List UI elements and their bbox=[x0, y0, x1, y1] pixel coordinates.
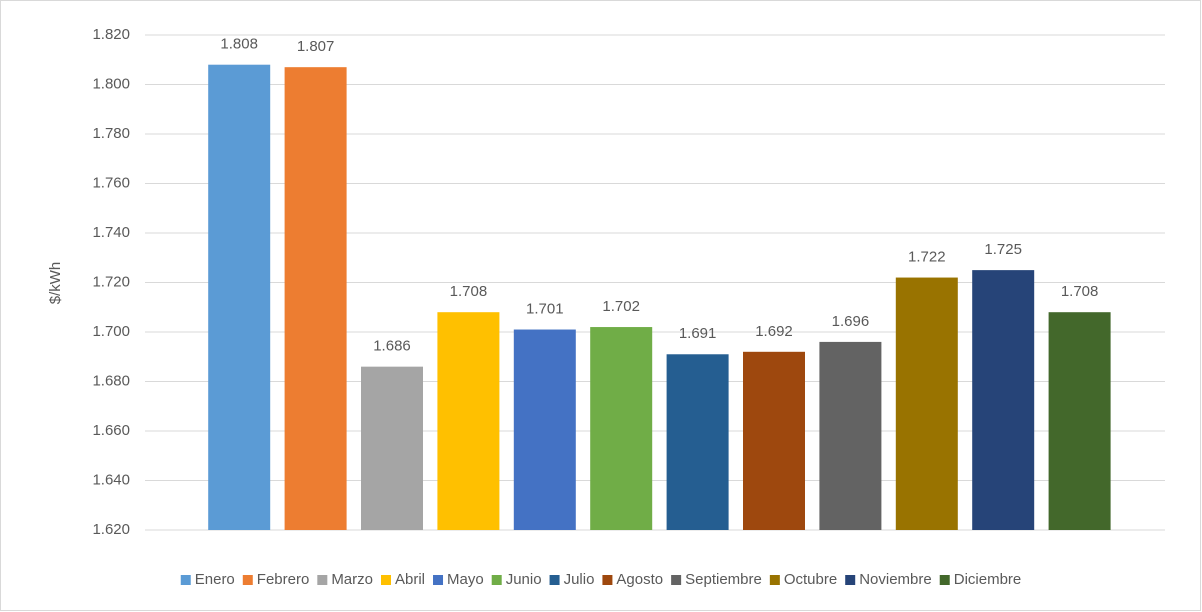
bar bbox=[590, 327, 653, 530]
legend-swatch bbox=[180, 575, 191, 585]
legend-label: Julio bbox=[564, 571, 595, 588]
data-label: 1.692 bbox=[755, 323, 793, 340]
y-tick-label: 1.700 bbox=[92, 323, 130, 340]
legend-swatch bbox=[381, 575, 391, 585]
bar bbox=[284, 67, 347, 531]
legend-label: Octubre bbox=[784, 571, 837, 588]
legend-label: Mayo bbox=[447, 571, 484, 588]
legend-label: Enero bbox=[195, 571, 235, 588]
legend-label: Febrero bbox=[257, 571, 310, 588]
data-label: 1.808 bbox=[220, 36, 258, 53]
y-tick-label: 1.820 bbox=[92, 26, 130, 43]
legend-swatch bbox=[549, 575, 560, 585]
legend-label: Marzo bbox=[331, 571, 373, 588]
bar bbox=[819, 341, 882, 530]
data-label: 1.708 bbox=[450, 283, 488, 300]
y-tick-label: 1.640 bbox=[92, 471, 130, 488]
legend-label: Diciembre bbox=[954, 571, 1022, 588]
legend-label: Junio bbox=[506, 571, 542, 588]
legend-swatch bbox=[602, 575, 613, 585]
data-label: 1.691 bbox=[679, 325, 717, 342]
bar bbox=[437, 312, 500, 530]
legend-label: Abril bbox=[395, 571, 425, 588]
bar bbox=[513, 329, 576, 530]
y-tick-label: 1.780 bbox=[92, 125, 130, 142]
legend-swatch bbox=[317, 575, 328, 585]
data-label: 1.725 bbox=[984, 241, 1022, 258]
bar bbox=[895, 277, 958, 530]
legend-swatch bbox=[433, 575, 444, 585]
legend-swatch bbox=[845, 575, 856, 585]
legend-label: Noviembre bbox=[859, 571, 932, 588]
data-label: 1.701 bbox=[526, 300, 564, 317]
y-tick-label: 1.720 bbox=[92, 273, 130, 290]
data-label: 1.807 bbox=[297, 38, 335, 55]
data-label: 1.708 bbox=[1061, 283, 1099, 300]
legend-swatch bbox=[242, 575, 253, 585]
legend-swatch bbox=[491, 575, 502, 585]
y-tick-label: 1.680 bbox=[92, 372, 130, 389]
data-label: 1.686 bbox=[373, 338, 411, 355]
legend-swatch bbox=[671, 575, 682, 585]
data-label: 1.722 bbox=[908, 249, 946, 266]
bar bbox=[972, 270, 1035, 530]
y-tick-label: 1.740 bbox=[92, 224, 130, 241]
y-tick-label: 1.660 bbox=[92, 422, 130, 439]
y-tick-label: 1.760 bbox=[92, 174, 130, 191]
legend-swatch bbox=[769, 575, 780, 585]
legend-swatch bbox=[939, 575, 950, 585]
y-axis-label: $/kWh bbox=[47, 262, 64, 305]
bar bbox=[361, 366, 423, 530]
bar bbox=[666, 354, 729, 530]
bar bbox=[743, 351, 805, 530]
y-tick-label: 1.800 bbox=[92, 75, 130, 92]
legend-label: Septiembre bbox=[685, 571, 762, 588]
data-label: 1.696 bbox=[832, 313, 870, 330]
legend-label: Agosto bbox=[616, 571, 663, 588]
bar bbox=[208, 64, 271, 530]
y-tick-label: 1.620 bbox=[92, 521, 130, 538]
data-label: 1.702 bbox=[602, 298, 640, 315]
bar bbox=[1048, 312, 1111, 530]
